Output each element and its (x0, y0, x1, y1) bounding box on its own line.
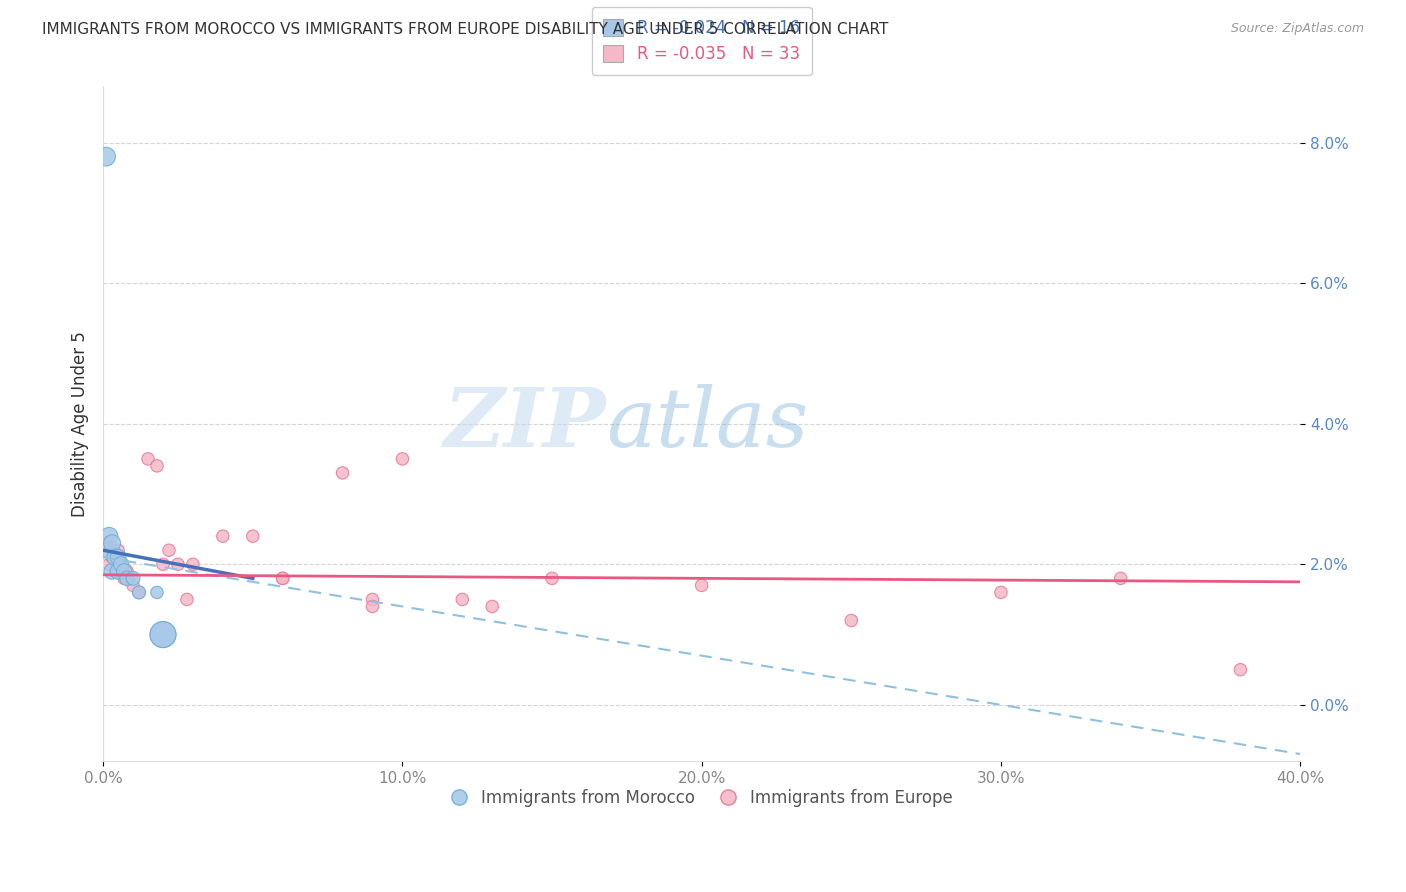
Point (839, 614, 862, 628)
Point (104, 564, 127, 578)
Point (107, 564, 129, 578)
Point (122, 578, 145, 592)
Point (391, 451, 413, 466)
Point (152, 627, 174, 641)
Point (271, 571, 294, 585)
Point (361, 592, 384, 607)
Text: IMMIGRANTS FROM MOROCCO VS IMMIGRANTS FROM EUROPE DISABILITY AGE UNDER 5 CORRELA: IMMIGRANTS FROM MOROCCO VS IMMIGRANTS FR… (42, 22, 889, 37)
Point (541, 571, 564, 585)
Point (1109, 571, 1132, 585)
Point (128, 585, 150, 599)
Point (690, 578, 713, 592)
Point (481, 599, 503, 614)
Text: atlas: atlas (606, 384, 808, 464)
Point (101, 536, 124, 550)
Point (101, 564, 124, 578)
Text: Source: ZipAtlas.com: Source: ZipAtlas.com (1230, 22, 1364, 36)
Point (152, 558, 174, 572)
Point (94, 536, 117, 550)
Point (332, 466, 354, 480)
Point (152, 627, 174, 641)
Legend: Immigrants from Morocco, Immigrants from Europe: Immigrants from Morocco, Immigrants from… (444, 782, 959, 814)
Point (271, 571, 294, 585)
Point (1229, 663, 1251, 677)
Point (112, 564, 135, 578)
Point (990, 585, 1012, 599)
Point (94, 150, 117, 164)
Point (136, 451, 159, 466)
Point (146, 585, 169, 599)
Point (110, 558, 132, 572)
Point (128, 585, 150, 599)
Point (146, 458, 169, 473)
Point (211, 529, 233, 543)
Point (157, 543, 180, 558)
Point (176, 592, 198, 607)
Point (181, 558, 204, 572)
Point (361, 599, 384, 614)
Point (112, 571, 135, 585)
Point (167, 558, 190, 572)
Point (451, 592, 474, 607)
Point (122, 571, 145, 585)
Text: ZIP: ZIP (443, 384, 606, 464)
Point (107, 543, 129, 558)
Point (98, 543, 121, 558)
Point (104, 550, 127, 565)
Point (101, 550, 124, 565)
Point (115, 571, 138, 585)
Point (110, 558, 132, 572)
Point (98, 558, 121, 572)
Point (242, 529, 264, 543)
Y-axis label: Disability Age Under 5: Disability Age Under 5 (72, 331, 89, 516)
Point (115, 564, 138, 578)
Point (107, 550, 129, 565)
Point (98, 529, 121, 543)
